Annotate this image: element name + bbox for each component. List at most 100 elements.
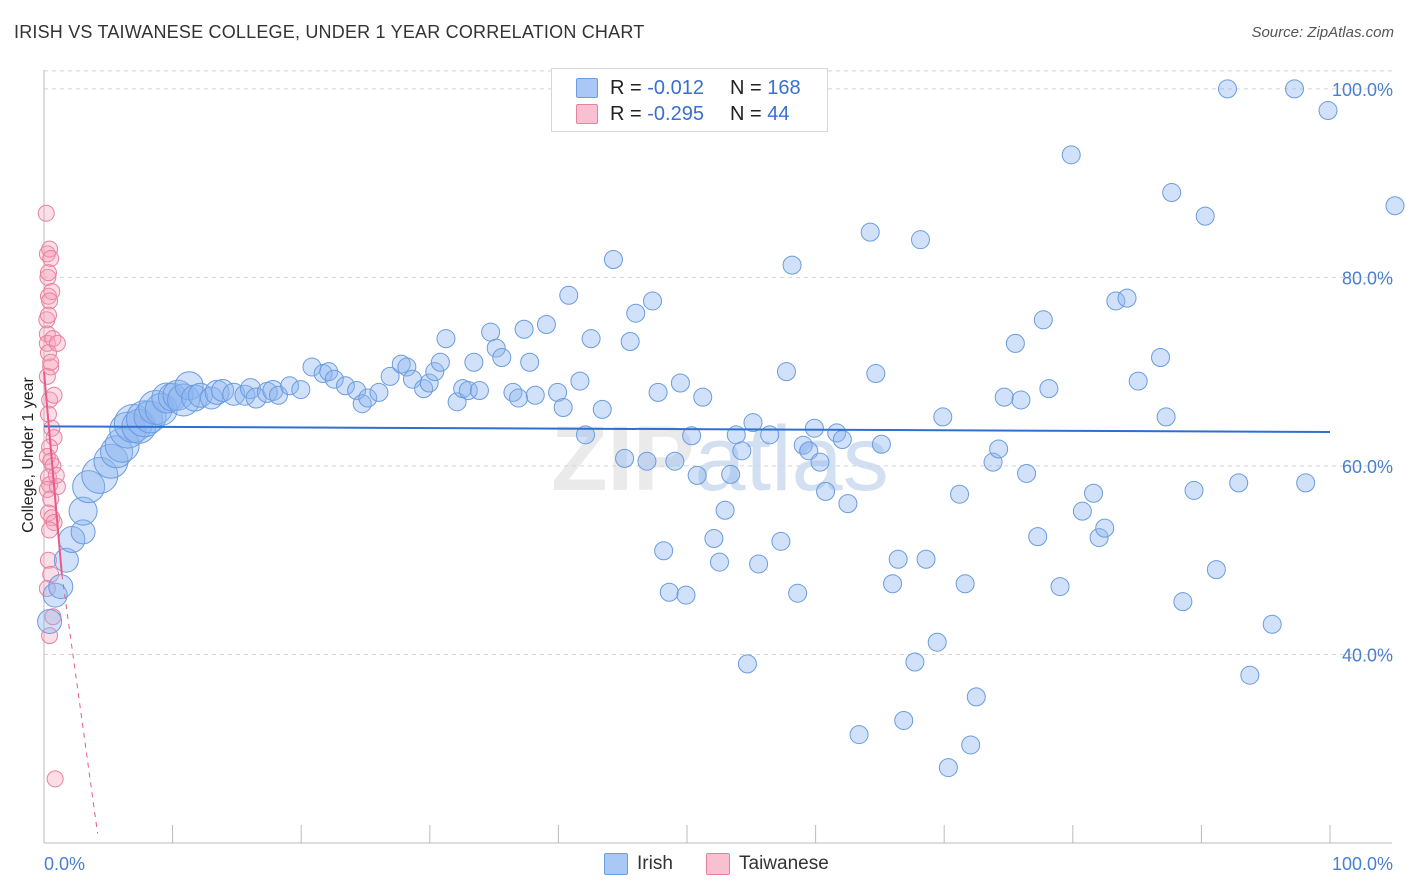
irish-point — [464, 352, 484, 372]
legend-n-value-irish: 168 — [767, 77, 801, 99]
irish-point — [570, 371, 590, 391]
irish-point — [1061, 145, 1081, 165]
irish-point — [1173, 592, 1193, 612]
irish-point — [737, 654, 757, 674]
irish-point — [721, 464, 741, 484]
irish-point — [204, 379, 230, 405]
irish-point — [883, 574, 903, 594]
taiwanese-point — [48, 334, 66, 352]
irish-point — [788, 583, 808, 603]
irish-point — [391, 354, 411, 374]
legend-n-label-taiwanese: N = — [730, 103, 762, 125]
taiwanese-point — [41, 521, 59, 539]
irish-point — [419, 373, 439, 393]
irish-point — [1385, 196, 1405, 216]
irish-point — [1195, 206, 1215, 226]
legend-r-value-irish: -0.012 — [647, 77, 704, 99]
x-tick-label-start: 0.0% — [44, 854, 85, 874]
taiwanese-trend-extension — [61, 574, 99, 834]
irish-point — [1184, 480, 1204, 500]
irish-point — [553, 397, 573, 417]
irish-point — [1011, 390, 1031, 410]
irish-point — [1240, 665, 1260, 685]
irish-point — [871, 434, 891, 454]
irish-point — [70, 519, 96, 545]
taiwanese-point — [39, 551, 57, 569]
irish-point — [503, 382, 523, 402]
irish-point — [509, 388, 529, 408]
irish-point — [860, 222, 880, 242]
legend-swatch-taiwanese — [576, 104, 598, 124]
irish-point — [994, 387, 1014, 407]
taiwanese-point — [39, 268, 57, 286]
x-tick-label-end: 100.0% — [1332, 854, 1393, 874]
bottom-legend-label-taiwanese: Taiwanese — [739, 853, 829, 874]
irish-point — [1028, 527, 1048, 547]
legend-n-value-taiwanese: 44 — [767, 103, 790, 125]
irish-point — [704, 529, 724, 549]
irish-point — [358, 388, 378, 408]
irish-point — [793, 435, 813, 455]
irish-point — [335, 376, 355, 396]
irish-point — [222, 382, 246, 406]
legend: R = -0.012 N = 168 R = -0.295 N = 44 — [551, 68, 828, 132]
irish-point — [1117, 288, 1137, 308]
irish-point — [525, 385, 545, 405]
irish-point — [715, 500, 735, 520]
irish-point — [1206, 560, 1226, 580]
irish-point — [380, 366, 400, 386]
irish-point — [771, 531, 791, 551]
taiwanese-point — [41, 292, 59, 310]
irish-point — [1151, 348, 1171, 368]
irish-point — [1156, 407, 1176, 427]
irish-point — [72, 470, 106, 504]
irish-point — [1072, 501, 1092, 521]
irish-point — [514, 319, 534, 339]
irish-point — [1262, 614, 1282, 634]
irish-point — [804, 418, 824, 438]
irish-point — [1084, 483, 1104, 503]
irish-point — [430, 352, 450, 372]
taiwanese-point — [41, 627, 59, 645]
irish-point — [37, 608, 63, 634]
chart-title: IRISH VS TAIWANESE COLLEGE, UNDER 1 YEAR… — [14, 22, 645, 42]
irish-point — [927, 632, 947, 652]
irish-point — [1318, 101, 1338, 121]
irish-point — [710, 552, 729, 572]
irish-point — [933, 407, 953, 427]
bottom-legend-swatch-irish — [604, 853, 628, 875]
bottom-legend-label-irish: Irish — [637, 853, 673, 874]
taiwanese-point — [41, 240, 59, 258]
irish-point — [1039, 379, 1059, 399]
irish-point — [1285, 79, 1305, 99]
irish-point — [414, 379, 434, 399]
irish-point — [894, 710, 914, 730]
irish-point — [693, 387, 713, 407]
irish-point — [626, 303, 646, 323]
irish-point — [162, 379, 194, 411]
irish-point — [1005, 333, 1025, 353]
taiwanese-point — [42, 250, 60, 268]
irish-point — [603, 249, 623, 269]
irish-point — [866, 364, 886, 384]
irish-point — [262, 380, 284, 402]
irish-point — [938, 758, 958, 778]
irish-point — [966, 687, 986, 707]
source-label: Source: ZipAtlas.com — [1251, 24, 1394, 41]
irish-point — [838, 494, 858, 514]
y-tick-label: 60.0% — [1342, 457, 1393, 477]
taiwanese-point — [39, 264, 57, 282]
taiwanese-point — [42, 358, 60, 376]
legend-r-value-taiwanese: -0.295 — [647, 103, 704, 125]
irish-point — [676, 585, 696, 605]
irish-point — [637, 451, 657, 471]
irish-point — [592, 399, 612, 419]
irish-point — [492, 348, 512, 368]
irish-point — [670, 373, 690, 393]
irish-point — [888, 549, 908, 569]
y-tick-label: 40.0% — [1342, 645, 1393, 665]
watermark-atlas: atlas — [694, 408, 888, 510]
y-tick-label: 100.0% — [1332, 80, 1393, 100]
bottom-legend-swatch-taiwanese — [706, 853, 730, 875]
